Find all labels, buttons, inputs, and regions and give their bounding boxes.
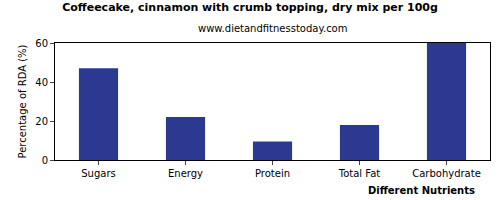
svg-text:Protein: Protein — [255, 168, 290, 179]
svg-text:20: 20 — [35, 116, 48, 127]
svg-text:Sugars: Sugars — [81, 168, 115, 179]
svg-text:www.dietandfitnesstoday.com: www.dietandfitnesstoday.com — [198, 23, 347, 34]
svg-text:Different Nutrients: Different Nutrients — [368, 185, 475, 196]
svg-text:Percentage of RDA (%): Percentage of RDA (%) — [17, 44, 28, 158]
svg-text:Energy: Energy — [168, 168, 203, 179]
svg-text:Coffeecake, cinnamon with crum: Coffeecake, cinnamon with crumb topping,… — [62, 1, 438, 14]
svg-text:Carbohydrate: Carbohydrate — [412, 168, 481, 179]
svg-text:40: 40 — [35, 77, 48, 88]
svg-text:60: 60 — [35, 38, 48, 49]
svg-text:0: 0 — [42, 155, 48, 166]
svg-text:Total Fat: Total Fat — [338, 168, 380, 179]
